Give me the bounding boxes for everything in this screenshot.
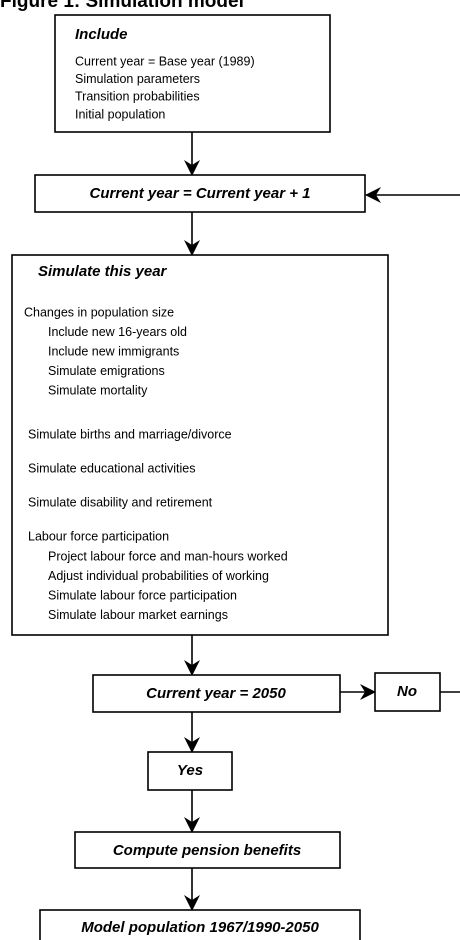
group-item: Project labour force and man-hours worke… [48,549,288,563]
simulate-title: Simulate this year [38,263,168,280]
group-item: Adjust individual probabilities of worki… [48,569,269,583]
no-box [374,672,441,712]
compute-label: Compute pension benefits [113,842,301,859]
yes-label: Yes [177,762,203,779]
decision-box [92,674,341,713]
group-heading: Simulate disability and retirement [28,496,213,510]
increment-label: Current year = Current year + 1 [90,185,311,202]
include-line: Simulation parameters [75,72,200,86]
group-item: Include new immigrants [48,344,179,358]
output-box [39,909,361,940]
group-item: Simulate emigrations [48,364,165,378]
no-label: No [397,683,417,700]
increment-box [34,174,366,213]
group-item: Simulate labour market earnings [48,608,228,622]
figure-title: Figure 1: Simulation model [0,0,244,12]
yes-box [147,751,233,791]
output-label: Model population 1967/1990-2050 [81,919,319,936]
include-title: Include [75,26,128,43]
group-heading: Simulate educational activities [28,462,195,476]
include-box [54,14,331,133]
compute-box [74,831,341,869]
include-line: Current year = Base year (1989) [75,54,255,68]
group-item: Simulate mortality [48,384,148,398]
group-heading: Changes in population size [24,305,174,319]
decision-label: Current year = 2050 [146,685,286,702]
group-heading: Labour force participation [28,530,169,544]
group-item: Simulate labour force participation [48,588,237,602]
group-item: Include new 16-years old [48,325,187,339]
simulate-box [11,254,389,636]
include-line: Initial population [75,107,165,121]
group-heading: Simulate births and marriage/divorce [28,428,232,442]
include-line: Transition probabilities [75,90,200,104]
